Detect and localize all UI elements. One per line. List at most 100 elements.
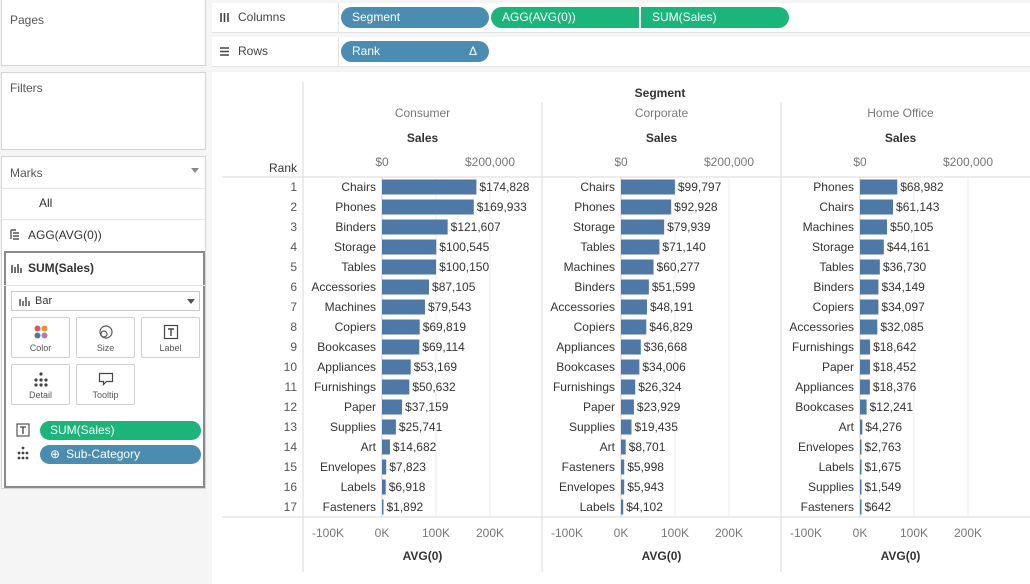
detail-icon bbox=[33, 372, 48, 387]
sum-sales-label-pill[interactable]: SUM(Sales) bbox=[40, 421, 201, 440]
sub-category-label: Supplies bbox=[808, 480, 854, 494]
sales-bar bbox=[860, 399, 867, 415]
marks-agg-label: AGG(AVG(0)) bbox=[28, 228, 102, 242]
bar-value-label: $60,277 bbox=[657, 260, 701, 274]
sales-bar bbox=[382, 179, 477, 195]
bar-value-label: $100,545 bbox=[439, 240, 489, 254]
marks-sum-section: SUM(Sales) Bar Color bbox=[4, 251, 205, 488]
bar-chart-icon bbox=[19, 296, 30, 306]
detail-button[interactable]: Detail bbox=[11, 364, 70, 405]
bar-value-label: $68,982 bbox=[900, 180, 944, 194]
sub-category-detail-pill[interactable]: ⊕ Sub-Category bbox=[40, 445, 201, 464]
segment-pill[interactable]: Segment bbox=[341, 7, 489, 28]
bar-value-label: $36,668 bbox=[644, 340, 688, 354]
rank-label: 6 bbox=[290, 280, 297, 294]
sales-bar bbox=[621, 259, 654, 275]
color-button[interactable]: Color bbox=[11, 317, 70, 358]
agg-avg-pill[interactable]: AGG(AVG(0)) bbox=[491, 7, 639, 28]
columns-shelf: Columns Segment AGG(AVG(0)) SUM(Sales) bbox=[212, 3, 1030, 33]
chevron-down-icon[interactable] bbox=[187, 299, 195, 304]
bar-value-label: $23,929 bbox=[637, 400, 681, 414]
tooltip-button[interactable]: Tooltip bbox=[76, 364, 135, 405]
sub-category-label: Machines bbox=[564, 260, 615, 274]
rows-drop-area[interactable]: Rank Δ bbox=[338, 37, 1030, 66]
ranked-bar-chart[interactable]: SegmentRank1234567891011121314151617Cons… bbox=[212, 72, 1030, 584]
marks-sum-tab[interactable]: SUM(Sales) bbox=[6, 253, 203, 283]
bar-value-label: $5,943 bbox=[627, 480, 664, 494]
label-button[interactable]: Label bbox=[141, 317, 200, 358]
sales-bar bbox=[621, 239, 660, 255]
sub-category-label: Tables bbox=[819, 260, 854, 274]
sub-category-label: Labels bbox=[580, 500, 615, 514]
columns-icon bbox=[220, 12, 229, 22]
mark-type-dropdown[interactable]: Bar bbox=[11, 291, 200, 311]
bar-value-label: $8,701 bbox=[629, 440, 666, 454]
rows-shelf-label: Rows bbox=[219, 44, 268, 58]
rank-label: 7 bbox=[290, 300, 297, 314]
size-button[interactable]: Size bbox=[76, 317, 135, 358]
columns-label: Columns bbox=[238, 10, 286, 24]
marks-sum-label: SUM(Sales) bbox=[28, 261, 95, 275]
rows-shelf: Rows Rank Δ bbox=[212, 37, 1030, 67]
viz-area[interactable]: Segment Rank 1 2 3 4 5 6 7 8 9 10 11 12 13 14 15 16 17 Cons… bbox=[212, 72, 1030, 584]
sub-category-label: Copiers bbox=[335, 320, 376, 334]
bar-value-label: $92,928 bbox=[674, 200, 718, 214]
segment-name-label: Corporate bbox=[635, 106, 689, 120]
sub-category-label: Paper bbox=[344, 400, 376, 414]
sales-bar bbox=[382, 199, 474, 215]
sub-category-label: Bookcases bbox=[317, 340, 376, 354]
rank-header: Rank bbox=[269, 161, 298, 175]
filters-card[interactable]: Filters bbox=[1, 72, 206, 150]
sub-category-label: Phones bbox=[813, 180, 854, 194]
bar-value-label: $51,599 bbox=[652, 280, 696, 294]
sub-category-label: Chairs bbox=[341, 180, 376, 194]
marks-agg-tab[interactable]: AGG(AVG(0)) bbox=[2, 220, 205, 250]
bar-value-label: $44,161 bbox=[887, 240, 931, 254]
rows-label: Rows bbox=[238, 44, 269, 58]
rank-pill[interactable]: Rank Δ bbox=[341, 41, 489, 62]
bar-value-label: $2,763 bbox=[865, 440, 902, 454]
bar-value-label: $121,607 bbox=[451, 220, 501, 234]
segment-name-label: Consumer bbox=[395, 106, 450, 120]
sales-bar bbox=[382, 399, 403, 415]
sub-category-label: Fasteners bbox=[801, 500, 854, 514]
sales-bar bbox=[860, 219, 888, 235]
tooltip-button-label: Tooltip bbox=[92, 390, 119, 400]
delta-icon: Δ bbox=[468, 44, 477, 58]
sum-sales-column-pill[interactable]: SUM(Sales) bbox=[641, 7, 789, 28]
bar-value-label: $100,150 bbox=[439, 260, 489, 274]
bar-value-label: $79,939 bbox=[667, 220, 711, 234]
sub-category-label: Fasteners bbox=[562, 460, 615, 474]
sales-bar bbox=[860, 379, 870, 395]
bar-value-label: $34,149 bbox=[881, 280, 925, 294]
sub-category-label: Chairs bbox=[580, 180, 615, 194]
marks-menu-arrow-icon[interactable] bbox=[191, 168, 199, 173]
sales-bar bbox=[621, 299, 648, 315]
bar-value-label: $53,169 bbox=[414, 360, 458, 374]
pages-card[interactable]: Pages bbox=[1, 0, 206, 66]
sales-bar bbox=[860, 359, 870, 375]
tooltip-icon bbox=[98, 372, 113, 386]
sales-bar bbox=[860, 199, 894, 215]
sub-category-label: Storage bbox=[812, 240, 854, 254]
marks-all-tab[interactable]: All bbox=[2, 188, 205, 218]
bar-value-label: $79,543 bbox=[428, 300, 472, 314]
bar-value-label: $5,998 bbox=[627, 460, 664, 474]
rank-label: 15 bbox=[284, 460, 298, 474]
bar-value-label: $71,140 bbox=[662, 240, 706, 254]
sales-bar bbox=[382, 479, 386, 495]
sub-category-label: Paper bbox=[822, 360, 854, 374]
top-tick-label: $0 bbox=[614, 155, 628, 169]
bar-value-label: $25,741 bbox=[399, 420, 443, 434]
sub-category-label: Accessories bbox=[550, 300, 615, 314]
bottom-tick-label: -100K bbox=[551, 526, 583, 540]
expand-plus-icon[interactable]: ⊕ bbox=[50, 447, 61, 461]
sales-bar bbox=[382, 499, 384, 515]
sales-bar bbox=[382, 319, 420, 335]
columns-drop-area[interactable]: Segment AGG(AVG(0)) SUM(Sales) bbox=[338, 3, 1030, 32]
sales-bar bbox=[621, 419, 632, 435]
sub-category-label: Supplies bbox=[569, 420, 615, 434]
rank-label: 4 bbox=[290, 240, 297, 254]
sales-bar bbox=[382, 439, 390, 455]
sub-category-label: Envelopes bbox=[320, 460, 376, 474]
